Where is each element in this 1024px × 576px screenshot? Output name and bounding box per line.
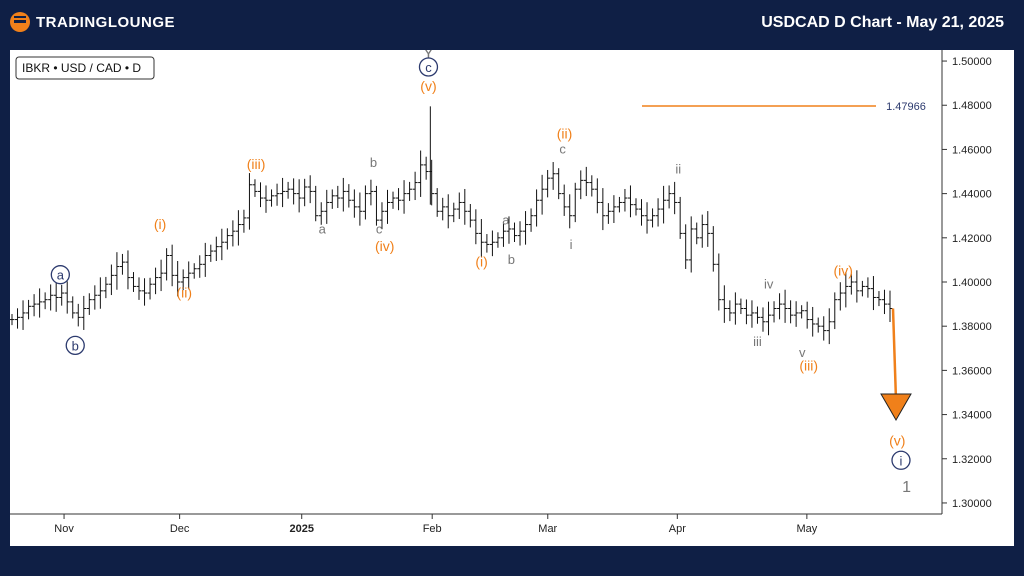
wave-label: (v): [420, 78, 436, 94]
wave-label-circle: [418, 57, 439, 77]
y-tick-label: 1.44000: [952, 189, 992, 201]
wave-label-circle: [891, 450, 911, 470]
projection-arrow-head: [880, 393, 912, 421]
wave-label: v: [799, 345, 806, 360]
wave-label: (v): [889, 432, 905, 448]
x-tick-label: Apr: [669, 523, 686, 535]
symbol-label: IBKR • USD / CAD • D: [22, 61, 141, 75]
projection-arrow-line: [891, 308, 898, 400]
y-tick-label: 1.30000: [952, 498, 992, 510]
header-bar: TradingLounge USDCAD D Chart - May 21, 2…: [0, 0, 1024, 48]
wave-label: b: [370, 155, 377, 170]
wave-label: iv: [764, 277, 774, 292]
level-line-label: 1.47966: [886, 101, 926, 113]
wave-label: ii: [675, 162, 681, 177]
wave-label: b: [508, 252, 515, 267]
y-tick-label: 1.40000: [952, 277, 992, 289]
logo-icon: [10, 12, 30, 32]
x-tick-label: 2025: [289, 523, 313, 535]
wave-label: c: [425, 60, 432, 75]
wave-label: a: [319, 221, 327, 236]
symbol-label-box: [15, 56, 155, 80]
wave-label: c: [376, 221, 383, 236]
wave-label: (ii): [557, 125, 573, 141]
wave-label-circle: [50, 265, 70, 285]
y-tick-label: 1.32000: [952, 454, 992, 466]
wave-label-circle: [65, 335, 85, 356]
wave-label: (iii): [799, 357, 818, 373]
y-tick-label: 1.42000: [952, 233, 992, 245]
wave-label: a: [502, 212, 510, 227]
x-tick-label: Feb: [423, 523, 442, 535]
x-tick-label: Mar: [538, 523, 557, 535]
wave-label: i: [570, 237, 573, 252]
wave-label: (iv): [375, 238, 394, 254]
wave-label: b: [72, 338, 79, 353]
chart-panel: [10, 50, 1014, 546]
y-tick-label: 1.38000: [952, 321, 992, 333]
chart-svg[interactable]: 1.50000 1.48000 1.46000 1.44000 1.42000 1.400…: [10, 50, 1014, 546]
x-tick-label: Dec: [170, 523, 190, 535]
wave-label: 1: [902, 479, 911, 496]
brand-logo[interactable]: TradingLounge: [10, 12, 175, 32]
y-tick-label: 1.50000: [952, 56, 992, 68]
wave-label: (ii): [177, 284, 193, 300]
x-tick-label: Nov: [54, 523, 74, 535]
y-tick-label: 1.36000: [952, 365, 992, 377]
x-tick-label: May: [796, 523, 817, 535]
logo-text: TradingLounge: [36, 13, 175, 31]
y-tick-label: 1.48000: [952, 100, 992, 112]
wave-label: c: [559, 142, 566, 157]
wave-label: (iii): [247, 156, 266, 172]
y-tick-label: 1.34000: [952, 410, 992, 422]
wave-label: iii: [753, 334, 762, 349]
wave-label: a: [57, 268, 65, 283]
chart-title: USDCAD D Chart - May 21, 2025: [761, 14, 1004, 31]
wave-label: (i): [154, 216, 166, 232]
y-tick-label: 1.46000: [952, 144, 992, 156]
wave-label: Y: [423, 50, 434, 63]
wave-label: (i): [475, 253, 487, 269]
wave-label: (iv): [833, 262, 852, 278]
wave-label: i: [900, 453, 903, 468]
